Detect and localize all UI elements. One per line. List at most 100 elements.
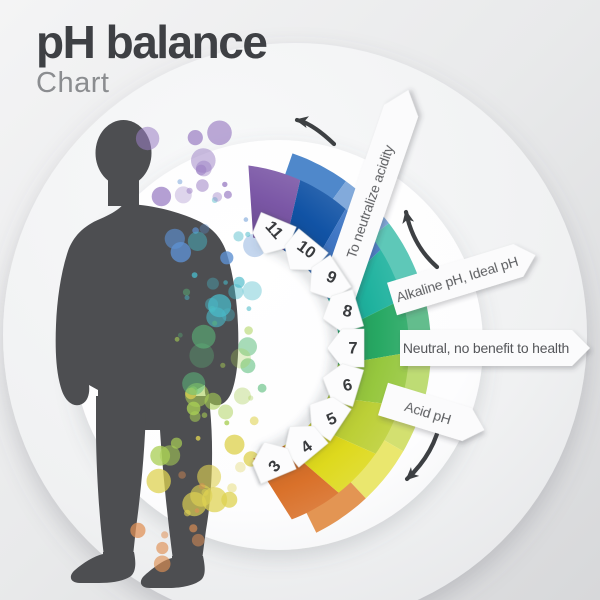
dot bbox=[187, 231, 208, 251]
dot bbox=[218, 404, 234, 420]
dot bbox=[223, 190, 232, 199]
man-left-foot bbox=[70, 552, 136, 583]
dot bbox=[238, 337, 257, 357]
dot bbox=[191, 533, 205, 547]
dot bbox=[182, 372, 206, 396]
dot bbox=[245, 231, 251, 237]
dot bbox=[194, 508, 200, 513]
dot bbox=[204, 392, 222, 410]
ph-tag-label-7: 7 bbox=[348, 340, 357, 358]
dot bbox=[135, 126, 160, 151]
ph-tag-11 bbox=[252, 212, 297, 255]
dot bbox=[182, 288, 191, 296]
dot bbox=[164, 228, 185, 249]
dot bbox=[191, 272, 198, 278]
ph-tag-shape-11 bbox=[252, 212, 297, 255]
dot bbox=[192, 227, 199, 234]
dot bbox=[191, 148, 216, 173]
ph-tag-shape-8 bbox=[322, 289, 364, 333]
dot bbox=[156, 541, 169, 555]
ph-tag-label-6: 6 bbox=[341, 376, 354, 396]
label-ribbon-neutral: Neutral, no benefit to health bbox=[400, 330, 590, 366]
dot bbox=[196, 179, 209, 192]
dot bbox=[243, 217, 249, 222]
arrow-up-icon bbox=[402, 209, 440, 270]
ph-segment-flap-4 bbox=[350, 439, 404, 499]
man-silhouette bbox=[55, 120, 239, 588]
dot bbox=[220, 362, 226, 368]
dot bbox=[224, 434, 245, 455]
dot bbox=[257, 383, 267, 393]
dot bbox=[177, 332, 183, 338]
dot bbox=[246, 306, 252, 312]
dot bbox=[153, 555, 171, 573]
dot bbox=[197, 464, 222, 489]
dot bbox=[198, 482, 206, 490]
ph-segment-flap-8 bbox=[370, 223, 419, 285]
dot bbox=[177, 179, 183, 185]
dot bbox=[178, 471, 186, 479]
dot bbox=[199, 223, 210, 234]
dot bbox=[227, 483, 237, 493]
ph-tag-8 bbox=[322, 289, 364, 333]
dot bbox=[174, 336, 180, 342]
ph-tag-shape-3 bbox=[252, 441, 297, 484]
dot bbox=[221, 491, 238, 508]
ph-tag-shape-7 bbox=[326, 328, 365, 368]
man-torso bbox=[55, 204, 239, 410]
arrow-up-left-icon bbox=[294, 116, 337, 147]
dot bbox=[202, 487, 228, 513]
ph-tag-shape-5 bbox=[309, 396, 352, 442]
page-title: pH balance bbox=[36, 16, 268, 68]
dot bbox=[249, 416, 259, 426]
man-neck bbox=[108, 180, 139, 206]
dot bbox=[212, 192, 223, 202]
dot bbox=[195, 435, 201, 441]
dot bbox=[130, 522, 146, 539]
ph-tag-4 bbox=[284, 425, 329, 468]
dot bbox=[230, 348, 251, 369]
dot bbox=[235, 461, 246, 473]
dot bbox=[242, 281, 262, 301]
page-subtitle: Chart bbox=[36, 67, 110, 100]
ph-tag-9 bbox=[309, 254, 352, 300]
dot bbox=[220, 251, 234, 265]
dot bbox=[212, 320, 218, 326]
dot bbox=[240, 358, 256, 374]
color-dots-scatter bbox=[130, 120, 267, 573]
ph-segment-flap-3 bbox=[306, 481, 366, 533]
ph-tag-10 bbox=[284, 228, 329, 271]
ph-tag-6 bbox=[322, 363, 364, 407]
dot bbox=[233, 387, 251, 405]
man-left-leg bbox=[96, 408, 146, 556]
dot bbox=[187, 130, 203, 146]
dot bbox=[208, 294, 232, 318]
ph-tag-5 bbox=[309, 396, 352, 442]
dot bbox=[201, 412, 208, 419]
dot bbox=[233, 276, 245, 288]
dot bbox=[248, 395, 254, 401]
ph-tag-label-8: 8 bbox=[341, 302, 354, 322]
ph-tag-shape-4 bbox=[284, 425, 329, 468]
dot bbox=[151, 186, 172, 207]
dot bbox=[186, 401, 201, 416]
dot bbox=[191, 324, 216, 349]
dot bbox=[206, 277, 219, 290]
ph-tag-7 bbox=[326, 328, 365, 368]
dot bbox=[223, 280, 228, 285]
dot bbox=[146, 468, 171, 494]
dot bbox=[224, 420, 230, 426]
ph-tag-3 bbox=[252, 441, 297, 484]
ph-tag-shape-9 bbox=[309, 254, 352, 300]
dot bbox=[161, 531, 169, 539]
dot bbox=[228, 284, 244, 300]
neutral-label: Neutral, no benefit to health bbox=[403, 340, 569, 356]
dot bbox=[174, 186, 192, 204]
ph-segment-flap-10 bbox=[284, 153, 346, 200]
ph-tag-shape-6 bbox=[322, 363, 364, 407]
dot bbox=[184, 295, 190, 301]
dot bbox=[222, 181, 228, 188]
dot bbox=[244, 326, 253, 335]
